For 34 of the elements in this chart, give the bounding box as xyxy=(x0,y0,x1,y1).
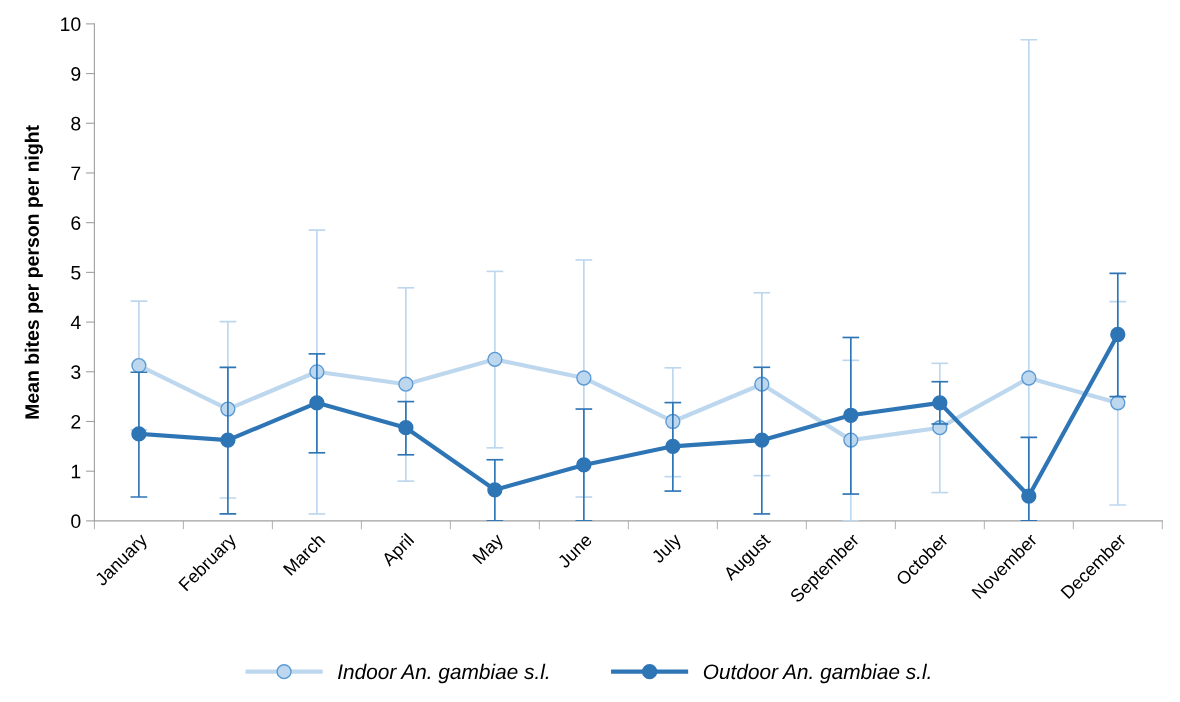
point xyxy=(665,438,681,454)
legend-label: Outdoor An. gambiae s.l. xyxy=(703,663,930,684)
y-tick-label: 0 xyxy=(71,514,81,529)
point xyxy=(398,376,414,392)
point xyxy=(576,370,592,386)
y-tick-label: 8 xyxy=(71,116,81,131)
point xyxy=(1110,326,1126,343)
x-tick-label: July xyxy=(650,532,685,567)
y-tick-label: 10 xyxy=(61,17,81,32)
x-tick-label: May xyxy=(472,532,507,567)
point xyxy=(220,432,236,448)
y-tick-label: 1 xyxy=(71,464,81,479)
y-tick-label: 7 xyxy=(71,166,81,181)
point xyxy=(131,426,147,442)
y-tick-label: 2 xyxy=(71,414,81,429)
y-axis-title: Mean bites per person per night xyxy=(24,125,43,419)
point xyxy=(487,482,503,498)
y-tick-label: 5 xyxy=(71,266,81,280)
y-tick-label: 4 xyxy=(70,315,81,330)
point xyxy=(1021,488,1037,504)
legend-label: Indoor An. gambiae s.l. xyxy=(338,663,549,684)
y-tick-label: 3 xyxy=(71,365,81,380)
point xyxy=(487,351,503,367)
point xyxy=(309,395,325,411)
point xyxy=(576,457,592,473)
y-tick-label: 6 xyxy=(71,216,81,230)
point xyxy=(754,432,770,448)
point xyxy=(131,357,147,374)
y-tick-label: 9 xyxy=(71,67,81,81)
point xyxy=(843,407,859,423)
point xyxy=(398,420,414,436)
point xyxy=(1021,370,1037,386)
point xyxy=(1110,395,1126,411)
point xyxy=(932,395,948,411)
